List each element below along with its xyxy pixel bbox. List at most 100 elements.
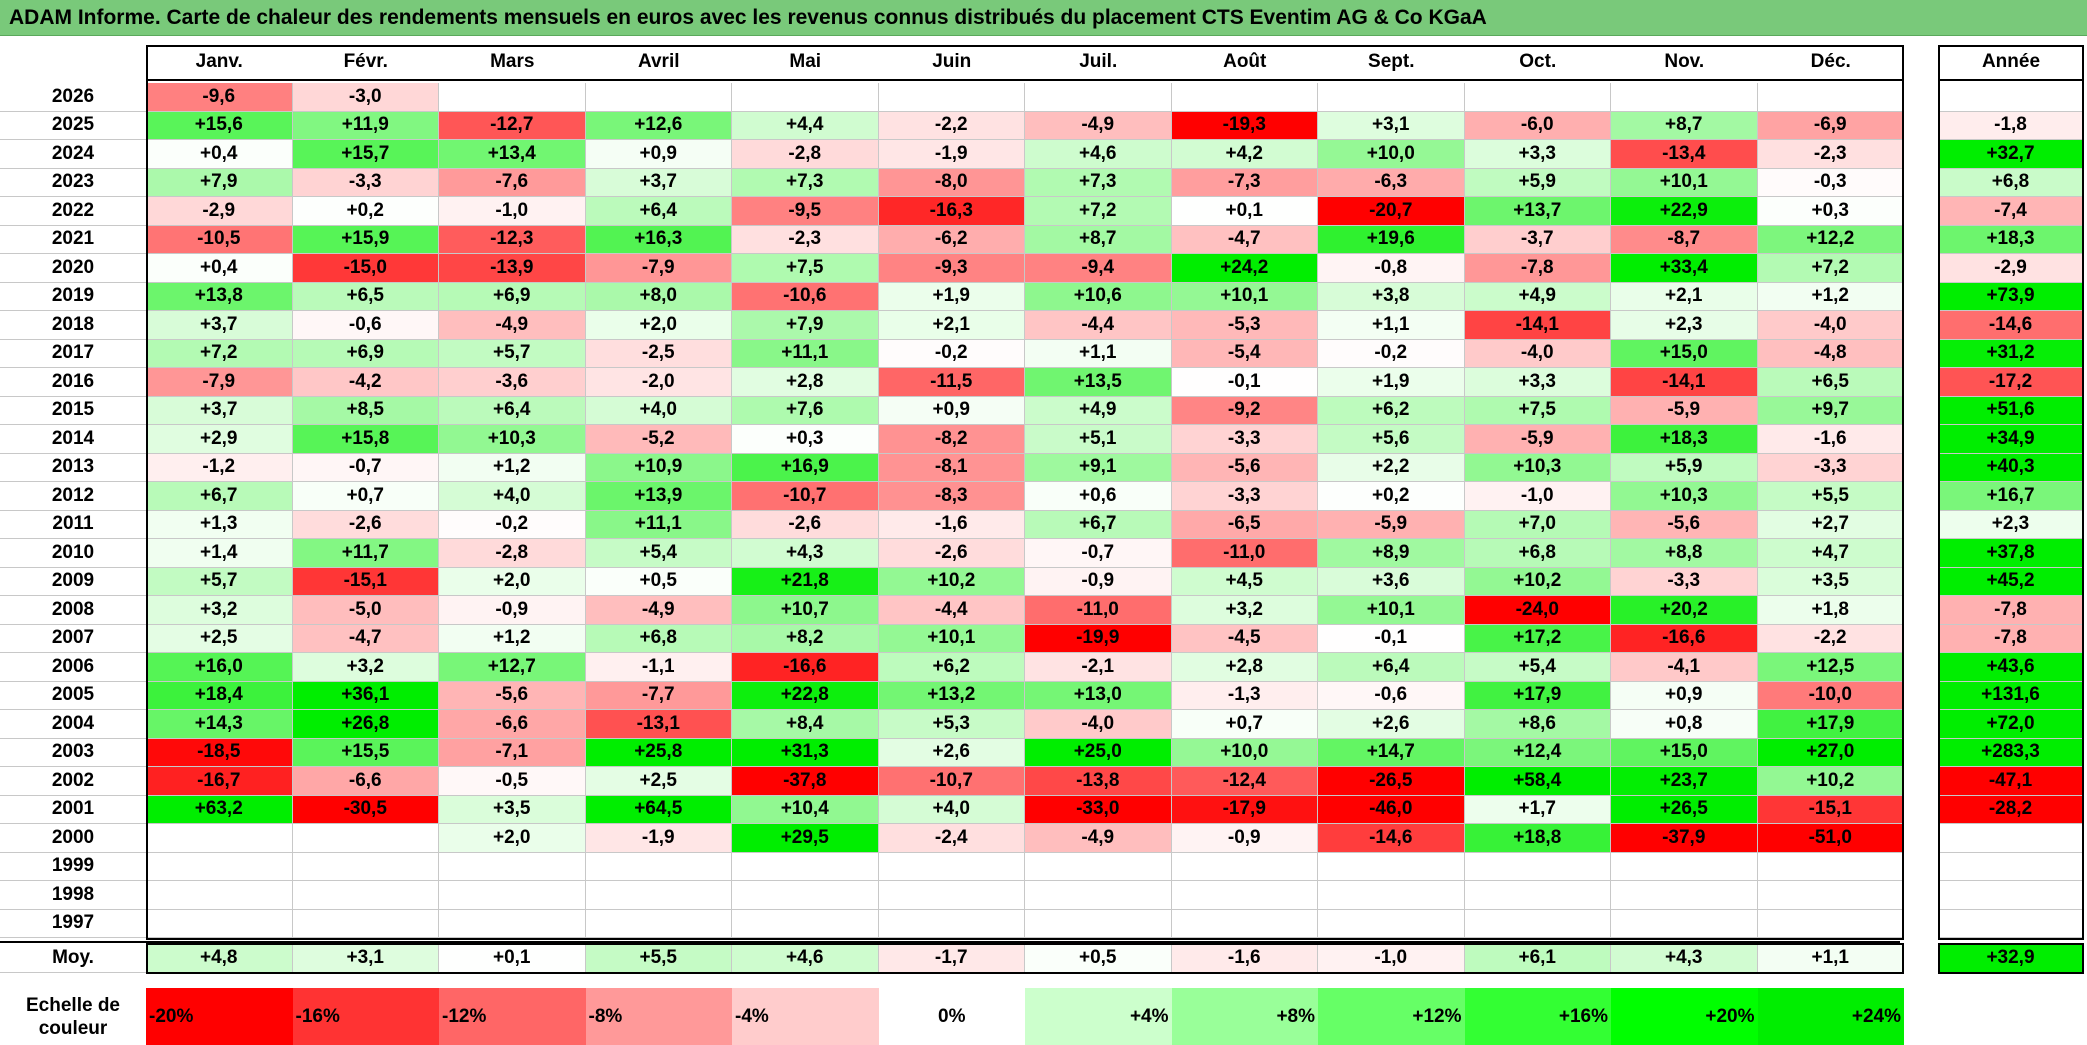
year-label: 2013 xyxy=(0,453,146,482)
month-cell: -4,7 xyxy=(292,624,439,653)
month-cell: -6,3 xyxy=(1318,168,1465,197)
month-cell: -14,1 xyxy=(1464,311,1611,340)
month-cell: +10,0 xyxy=(1318,140,1465,169)
month-cell: -0,9 xyxy=(1171,824,1318,853)
month-cell: +1,3 xyxy=(146,510,293,539)
annual-cell: +283,3 xyxy=(1938,738,2084,767)
month-cell: +4,3 xyxy=(732,539,879,568)
color-scale-swatch: -16% xyxy=(292,988,439,1045)
month-cell: -0,1 xyxy=(1318,624,1465,653)
month-cell: -12,3 xyxy=(439,225,586,254)
month-cell xyxy=(585,83,732,112)
month-cell: -0,2 xyxy=(1318,339,1465,368)
annual-cell: -47,1 xyxy=(1938,767,2084,796)
month-cell: +29,5 xyxy=(732,824,879,853)
year-label: 2004 xyxy=(0,710,146,739)
month-cell: +9,7 xyxy=(1757,396,1904,425)
month-cell: -5,6 xyxy=(439,681,586,710)
year-label: 1997 xyxy=(0,909,146,938)
month-cell: +10,7 xyxy=(732,596,879,625)
month-cell: +18,8 xyxy=(1464,824,1611,853)
month-cell: +0,1 xyxy=(1171,197,1318,226)
month-cell xyxy=(1757,852,1904,881)
month-cell: +20,2 xyxy=(1611,596,1758,625)
month-cell: -4,9 xyxy=(1025,111,1172,140)
month-cell: +36,1 xyxy=(292,681,439,710)
month-cell: +0,9 xyxy=(878,396,1025,425)
month-cell: +0,9 xyxy=(585,140,732,169)
color-scale-swatch: +20% xyxy=(1611,988,1758,1045)
month-cell xyxy=(1464,881,1611,910)
month-cell: +5,5 xyxy=(1757,482,1904,511)
month-cell: +15,0 xyxy=(1611,339,1758,368)
average-cell: +0,1 xyxy=(439,944,586,973)
month-cell: -2,4 xyxy=(878,824,1025,853)
month-cell: +10,1 xyxy=(1318,596,1465,625)
average-cell: +5,5 xyxy=(585,944,732,973)
month-cell xyxy=(878,83,1025,112)
year-label: 2020 xyxy=(0,254,146,283)
month-header: Août xyxy=(1171,45,1318,81)
month-cell: +8,8 xyxy=(1611,539,1758,568)
month-cell: +0,7 xyxy=(1171,710,1318,739)
month-cell: +12,7 xyxy=(439,653,586,682)
color-scale-swatch: +12% xyxy=(1318,988,1465,1045)
month-cell: +10,1 xyxy=(1611,168,1758,197)
month-cell: +1,2 xyxy=(439,453,586,482)
annual-cell: -7,8 xyxy=(1938,596,2084,625)
month-cell: +4,7 xyxy=(1757,539,1904,568)
month-cell: +4,6 xyxy=(1025,140,1172,169)
month-cell: +10,2 xyxy=(1464,567,1611,596)
month-cell: -1,1 xyxy=(585,653,732,682)
month-cell: +14,7 xyxy=(1318,738,1465,767)
year-label: 1999 xyxy=(0,852,146,881)
month-cell: -9,6 xyxy=(146,83,293,112)
month-cell: -4,2 xyxy=(292,368,439,397)
month-cell: +2,0 xyxy=(439,567,586,596)
month-cell: +0,7 xyxy=(292,482,439,511)
month-cell: +2,8 xyxy=(732,368,879,397)
month-cell xyxy=(292,881,439,910)
month-cell: -15,1 xyxy=(1757,795,1904,824)
month-header: Juil. xyxy=(1025,45,1172,81)
month-cell xyxy=(732,881,879,910)
month-cell: -4,4 xyxy=(1025,311,1172,340)
month-cell xyxy=(1611,83,1758,112)
year-label: 2015 xyxy=(0,396,146,425)
month-cell xyxy=(878,881,1025,910)
month-cell: +15,5 xyxy=(292,738,439,767)
month-cell xyxy=(1757,83,1904,112)
month-cell: -2,8 xyxy=(439,539,586,568)
month-cell: -30,5 xyxy=(292,795,439,824)
year-label: 2010 xyxy=(0,539,146,568)
month-cell: +2,6 xyxy=(878,738,1025,767)
month-cell: +2,2 xyxy=(1318,453,1465,482)
month-cell: -4,0 xyxy=(1757,311,1904,340)
month-cell: -2,6 xyxy=(878,539,1025,568)
color-scale-swatch: 0% xyxy=(878,988,1025,1045)
month-cell xyxy=(1171,852,1318,881)
month-cell: -10,5 xyxy=(146,225,293,254)
month-cell: +2,8 xyxy=(1171,653,1318,682)
month-cell: -5,2 xyxy=(585,425,732,454)
month-cell: +3,7 xyxy=(146,396,293,425)
month-cell xyxy=(439,881,586,910)
color-scale-swatch: -8% xyxy=(585,988,732,1045)
month-cell: +8,7 xyxy=(1025,225,1172,254)
month-cell: -3,3 xyxy=(1171,482,1318,511)
month-cell xyxy=(1318,852,1465,881)
month-cell: +2,0 xyxy=(439,824,586,853)
color-scale-swatch: -4% xyxy=(732,988,879,1045)
month-header: Avril xyxy=(585,45,732,81)
page-title: ADAM Informe. Carte de chaleur des rende… xyxy=(0,0,2087,36)
month-cell xyxy=(1171,881,1318,910)
month-cell: -1,6 xyxy=(1757,425,1904,454)
year-label: 2002 xyxy=(0,767,146,796)
month-cell: -10,6 xyxy=(732,282,879,311)
month-cell: +5,9 xyxy=(1611,453,1758,482)
annual-cell: +40,3 xyxy=(1938,453,2084,482)
month-cell: +33,4 xyxy=(1611,254,1758,283)
annual-cell: -7,8 xyxy=(1938,624,2084,653)
month-cell: +2,3 xyxy=(1611,311,1758,340)
month-cell: +7,9 xyxy=(146,168,293,197)
